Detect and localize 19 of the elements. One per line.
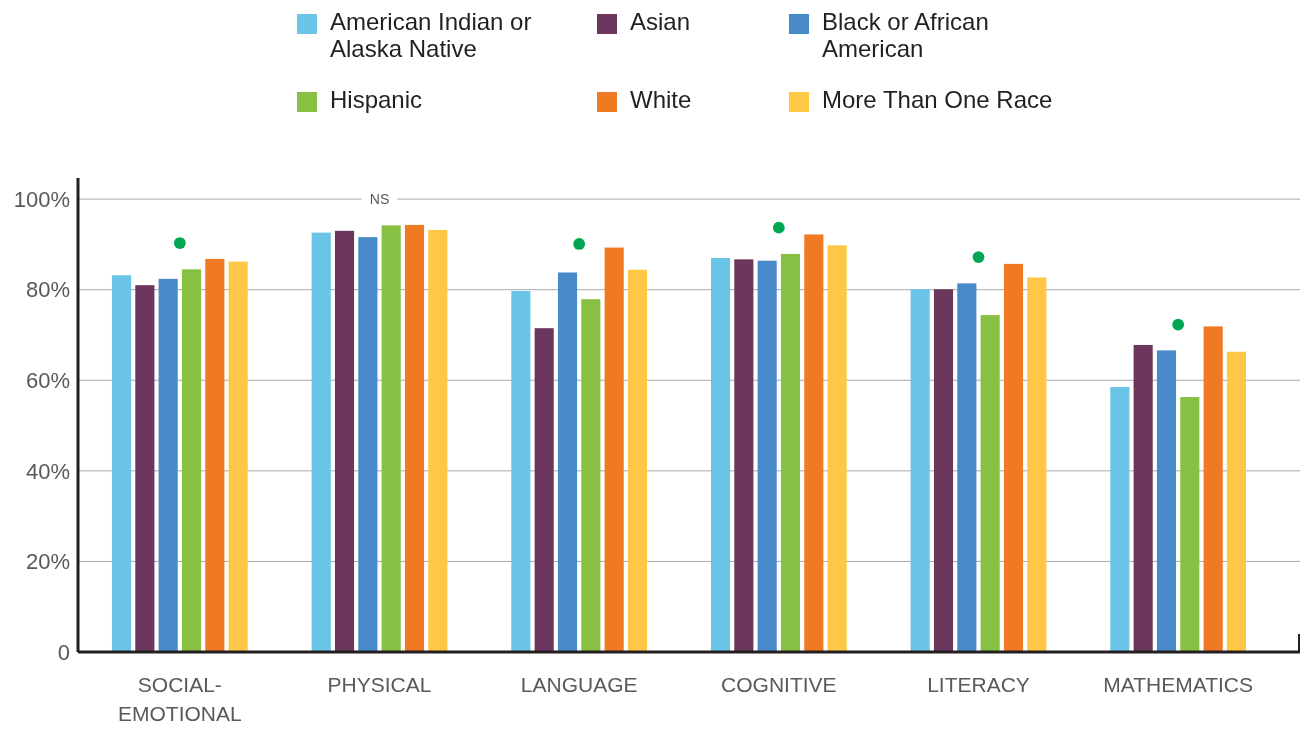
y-tick-label: 100% bbox=[13, 186, 70, 212]
annotation: NS bbox=[369, 191, 390, 208]
legend-label: White bbox=[630, 86, 692, 113]
y-tick-label: 0 bbox=[57, 639, 70, 665]
legend-label: More Than One Race bbox=[822, 86, 1053, 113]
y-tick-label: 80% bbox=[25, 277, 70, 303]
legend-label: American Indian or Alaska Native bbox=[330, 8, 532, 62]
x-tick-label: PHYSICAL bbox=[327, 673, 432, 696]
x-tick-label: MATHEMATICS bbox=[1103, 673, 1254, 696]
legend-label: Hispanic bbox=[330, 86, 423, 113]
y-tick-label: 40% bbox=[25, 458, 70, 484]
x-tick-label: LITERACY bbox=[927, 673, 1030, 696]
legend-label: Black or African American bbox=[822, 8, 989, 62]
x-tick-label: LANGUAGE bbox=[520, 673, 638, 696]
y-tick-label: 20% bbox=[25, 549, 70, 575]
legend-label: Asian bbox=[630, 8, 691, 35]
y-tick-label: 60% bbox=[25, 367, 70, 393]
x-tick-label: COGNITIVE bbox=[721, 673, 837, 696]
x-tick-label: SOCIAL-EMOTIONAL bbox=[118, 673, 242, 725]
